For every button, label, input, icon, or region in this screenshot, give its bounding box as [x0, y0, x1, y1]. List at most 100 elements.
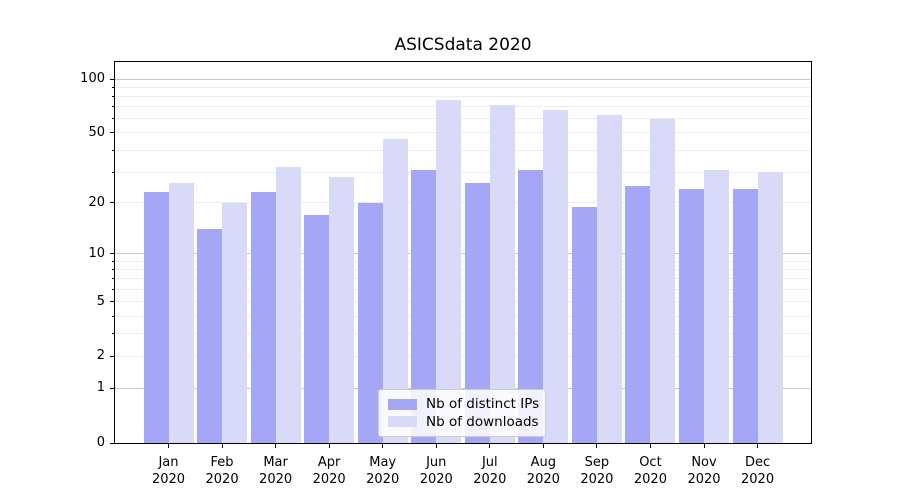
bar-distinct-ips-dec: [732, 189, 758, 443]
bar-downloads-apr: [329, 177, 355, 443]
x-axis-year: 2020: [473, 472, 507, 487]
x-axis-tick-label: Jan 2020: [137, 454, 201, 488]
bar-downloads-jun: [436, 100, 462, 443]
legend-entry: Nb of downloads: [388, 414, 539, 430]
bar-downloads-sep: [596, 115, 622, 443]
legend-swatch: [388, 416, 417, 428]
bar-distinct-ips-feb: [197, 229, 223, 443]
y-axis-tick: [110, 301, 115, 303]
y-axis-tick: [110, 355, 115, 357]
x-axis-tick: [382, 443, 384, 448]
x-axis-month: Jan: [158, 455, 179, 470]
gridline-minor: [115, 95, 811, 97]
x-axis-tick: [275, 443, 277, 448]
x-axis-year: 2020: [366, 472, 400, 487]
x-axis-month: Jul: [481, 455, 498, 470]
bar-distinct-ips-sep: [571, 206, 597, 443]
y-axis-minor-tick: [112, 278, 115, 280]
y-axis-minor-tick: [112, 171, 115, 173]
x-axis-month: Sep: [584, 455, 610, 470]
x-axis-tick: [757, 443, 759, 448]
legend-entry: Nb of distinct IPs: [388, 396, 540, 413]
y-axis-tick-label: 5: [96, 293, 105, 309]
bar-downloads-dec: [757, 172, 783, 443]
bar-downloads-oct: [650, 118, 676, 443]
x-axis-tick-label: May 2020: [351, 454, 415, 488]
x-axis-year: 2020: [312, 472, 346, 487]
y-axis-tick: [110, 202, 115, 204]
x-axis-tick: [542, 443, 544, 448]
y-axis-minor-tick: [112, 289, 115, 291]
x-axis-tick-label: Aug 2020: [511, 454, 575, 488]
y-axis-minor-tick: [112, 106, 115, 108]
x-axis-month: Jun: [426, 455, 447, 470]
x-axis-month: Apr: [317, 455, 341, 470]
x-axis-tick: [435, 443, 437, 448]
gridline-minor: [115, 149, 811, 151]
x-axis-month: Mar: [263, 455, 288, 470]
x-axis-year: 2020: [580, 472, 614, 487]
bar-downloads-mar: [275, 167, 301, 443]
x-axis-tick-label: Oct 2020: [618, 454, 682, 488]
gridline-minor: [115, 333, 811, 335]
y-axis-tick-label: 100: [80, 71, 105, 86]
gridline-minor: [115, 289, 811, 291]
bar-distinct-ips-mar: [250, 192, 276, 443]
y-axis-tick-label: 1: [96, 380, 105, 396]
y-axis-tick-label: 0: [96, 435, 105, 450]
x-axis-year: 2020: [419, 472, 453, 487]
y-axis-minor-tick: [112, 260, 115, 262]
x-axis-year: 2020: [259, 472, 293, 487]
x-axis-month: Nov: [691, 455, 717, 470]
legend-swatch: [388, 398, 417, 410]
gridline-minor: [115, 132, 811, 134]
y-axis-tick: [110, 253, 115, 255]
chart-title: ASICSdata 2020: [394, 35, 532, 55]
bar-distinct-ips-nov: [679, 189, 704, 443]
y-axis-minor-tick: [112, 118, 115, 120]
x-axis-tick-label: Jun 2020: [404, 454, 468, 488]
x-axis-month: May: [369, 455, 397, 470]
gridline-major: [115, 387, 811, 389]
y-axis-minor-tick: [112, 149, 115, 151]
gridline-major: [115, 78, 811, 80]
y-axis-minor-tick: [112, 86, 115, 88]
x-axis-month: Feb: [210, 455, 234, 470]
bar-downloads-nov: [704, 169, 729, 443]
x-axis-month: Dec: [744, 455, 771, 470]
x-axis-tick-label: Feb 2020: [190, 454, 254, 488]
plot-area: 0 1 2 5 10 20 50 100 Jan 2020 Feb 2020 Mar 2020 Apr 202…: [80, 61, 812, 487]
y-axis-tick: [110, 78, 115, 80]
x-axis-tick: [168, 443, 169, 448]
gridline-minor: [115, 106, 811, 108]
x-axis-year: 2020: [526, 472, 560, 487]
x-axis-tick: [489, 443, 491, 448]
gridline-minor: [115, 202, 811, 204]
bar-downloads-jul: [489, 104, 515, 443]
gridline-minor: [115, 269, 811, 271]
x-axis-month: Aug: [530, 455, 557, 470]
x-axis-year: 2020: [741, 472, 775, 487]
x-axis-tick: [649, 443, 651, 448]
y-axis-minor-tick: [112, 269, 115, 271]
y-axis-tick-label: 2: [96, 348, 105, 364]
gridline-major: [115, 253, 811, 255]
gridline-minor: [115, 355, 811, 357]
x-axis-tick: [328, 443, 330, 448]
y-axis-tick-label: 50: [88, 124, 105, 140]
x-axis-tick-label: Mar 2020: [244, 454, 308, 488]
y-axis-tick: [110, 387, 115, 389]
x-axis-tick-label: Sep 2020: [565, 454, 629, 488]
x-axis-year: 2020: [687, 472, 721, 487]
gridline-minor: [115, 315, 811, 317]
y-axis-minor-tick: [112, 315, 115, 317]
legend-label: Nb of distinct IPs: [426, 396, 540, 413]
gridline-minor: [115, 260, 811, 262]
y-axis-minor-tick: [112, 95, 115, 97]
y-axis-minor-tick: [112, 333, 115, 335]
x-axis-tick-label: Apr 2020: [297, 454, 361, 488]
bar-distinct-ips-apr: [304, 215, 330, 443]
gridline-minor: [115, 171, 811, 173]
x-axis-year: 2020: [151, 472, 186, 487]
